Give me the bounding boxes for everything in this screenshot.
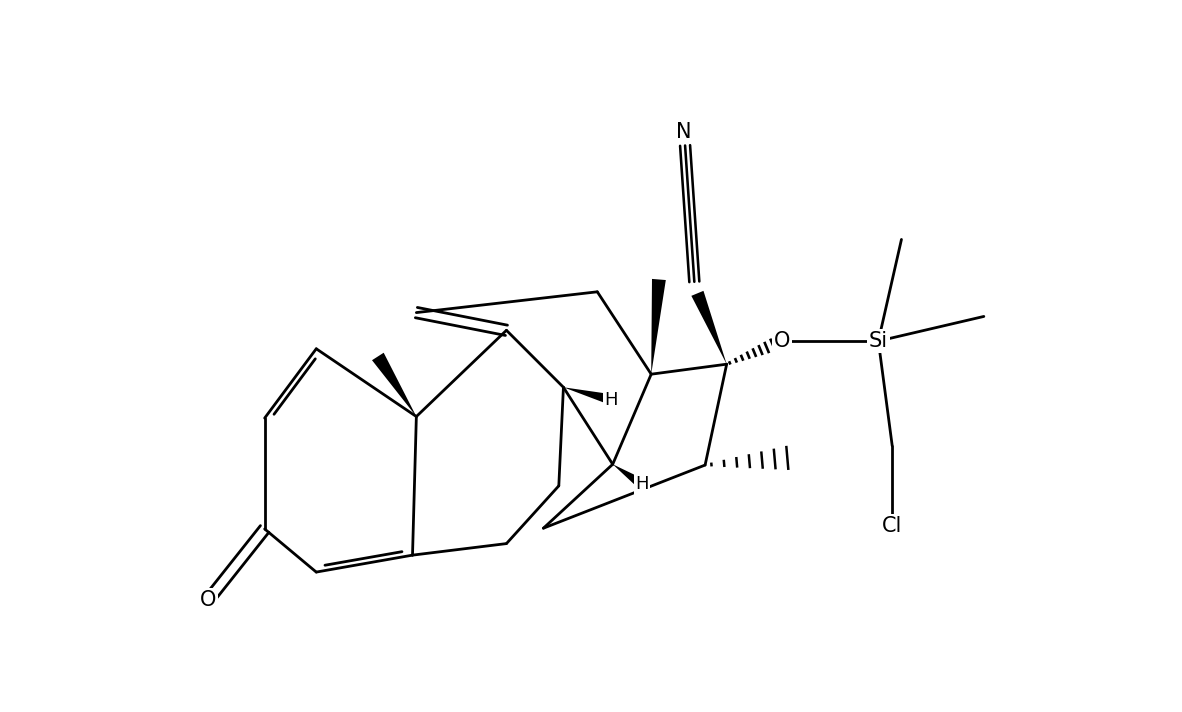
- Text: O: O: [774, 331, 791, 351]
- Text: O: O: [200, 590, 216, 609]
- Polygon shape: [612, 464, 645, 488]
- Text: Si: Si: [869, 331, 888, 351]
- Polygon shape: [651, 279, 665, 375]
- Text: N: N: [676, 122, 691, 142]
- Text: H: H: [604, 391, 618, 409]
- Polygon shape: [691, 290, 727, 364]
- Text: H: H: [635, 476, 649, 493]
- Polygon shape: [564, 387, 612, 405]
- Text: Cl: Cl: [882, 516, 902, 536]
- Polygon shape: [372, 352, 416, 417]
